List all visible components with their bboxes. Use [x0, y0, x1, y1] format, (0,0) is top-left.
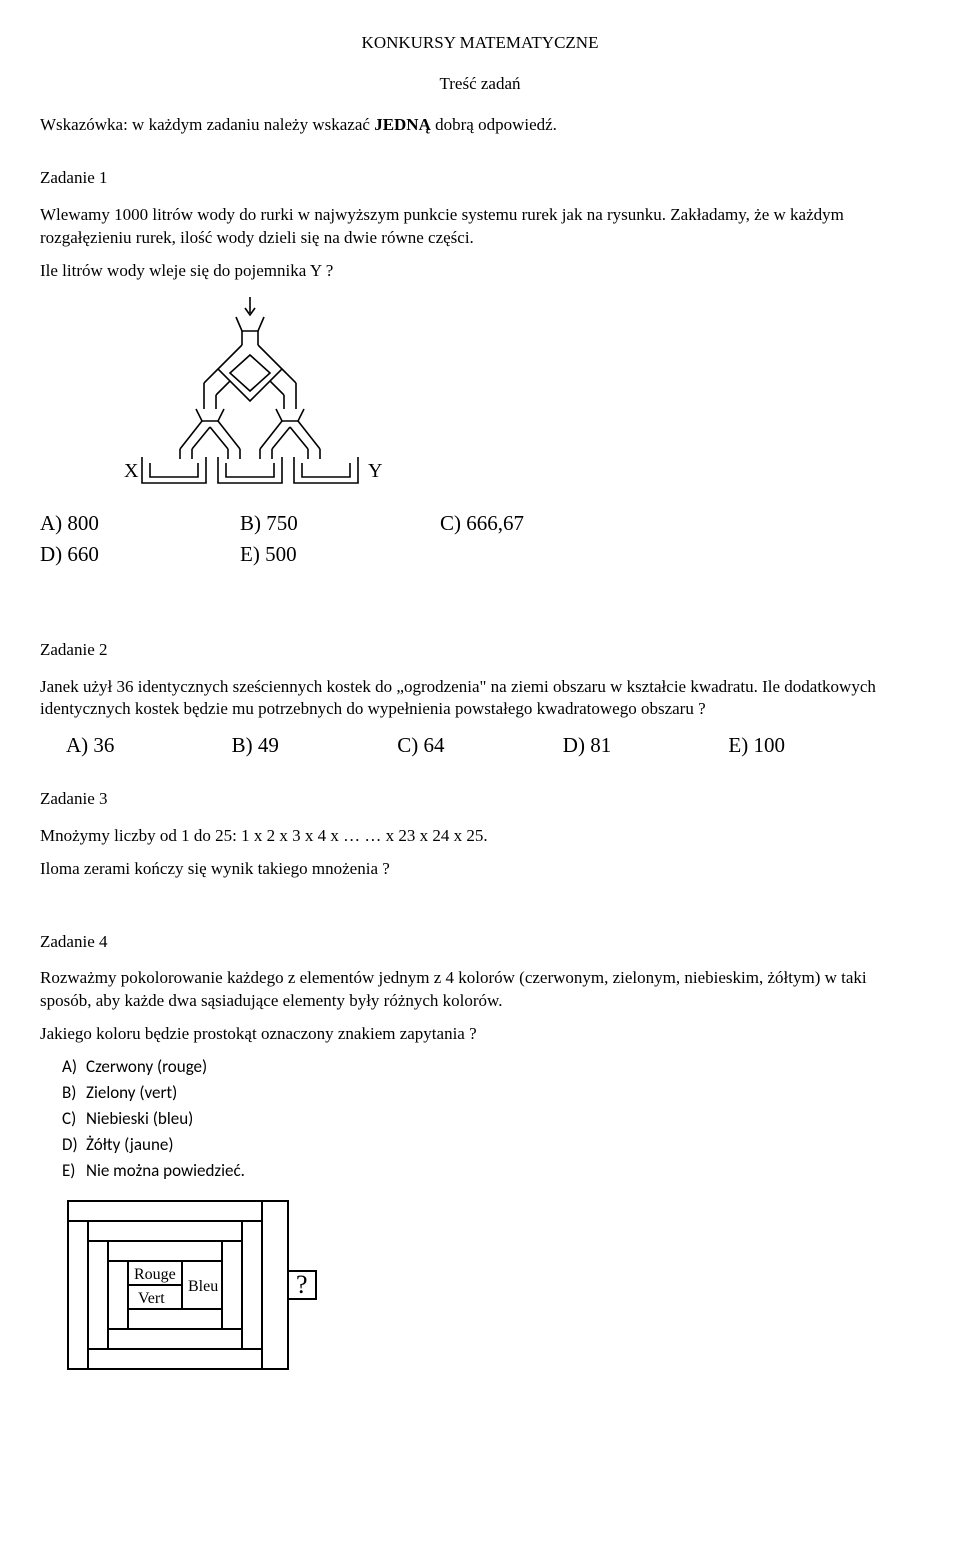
opt-d-letter: D) — [62, 1134, 86, 1157]
opt-d: Żółty (jaune) — [86, 1134, 174, 1155]
diagram-vert: Vert — [138, 1290, 165, 1307]
answer-e: E) 500 — [240, 539, 440, 571]
page-title: KONKURSY MATEMATYCZNE — [40, 32, 920, 55]
task-4: Zadanie 4 Rozważmy pokolorowanie każdego… — [40, 931, 920, 1375]
task-1-label: Zadanie 1 — [40, 167, 920, 190]
answer-c: C) 666,67 — [440, 508, 640, 540]
task-4-label: Zadanie 4 — [40, 931, 920, 954]
opt-a-letter: A) — [62, 1056, 86, 1079]
opt-e: Nie można powiedzieć. — [86, 1160, 245, 1181]
task-4-options: A)Czerwony (rouge) B)Zielony (vert) C)Ni… — [62, 1056, 920, 1183]
answer-c: C) 64 — [397, 731, 563, 759]
page-subtitle: Treść zadań — [40, 73, 920, 96]
task-1: Zadanie 1 Wlewamy 1000 litrów wody do ru… — [40, 167, 920, 571]
task-2: Zadanie 2 Janek użył 36 identycznych sze… — [40, 639, 920, 760]
diagram-x-label: X — [124, 460, 139, 482]
task-1-diagram: X Y — [100, 297, 920, 502]
task-3-p1: Mnożymy liczby od 1 do 25: 1 x 2 x 3 x 4… — [40, 825, 920, 848]
answer-b: B) 49 — [232, 731, 398, 759]
task-3-label: Zadanie 3 — [40, 788, 920, 811]
task-2-label: Zadanie 2 — [40, 639, 920, 662]
task-1-answers: A) 800 B) 750 C) 666,67 D) 660 E) 500 — [40, 508, 920, 571]
task-3: Zadanie 3 Mnożymy liczby od 1 do 25: 1 x… — [40, 788, 920, 881]
task-3-p2: Iloma zerami kończy się wynik takiego mn… — [40, 858, 920, 881]
diagram-rouge: Rouge — [134, 1266, 176, 1283]
hint-prefix: Wskazówka: w każdym zadaniu należy wskaz… — [40, 115, 374, 134]
hint: Wskazówka: w każdym zadaniu należy wskaz… — [40, 114, 920, 137]
hint-bold: JEDNĄ — [374, 115, 431, 134]
answer-a: A) 800 — [40, 508, 240, 540]
hint-suffix: dobrą odpowiedź. — [431, 115, 557, 134]
task-4-diagram: Rouge Vert Bleu ? — [62, 1195, 920, 1375]
answer-b: B) 750 — [240, 508, 440, 540]
task-1-p1: Wlewamy 1000 litrów wody do rurki w najw… — [40, 204, 920, 250]
diagram-qmark: ? — [296, 1270, 308, 1299]
opt-c-letter: C) — [62, 1108, 86, 1131]
opt-e-letter: E) — [62, 1160, 86, 1183]
opt-c: Niebieski (bleu) — [86, 1108, 193, 1129]
task-4-p2: Jakiego koloru będzie prostokąt oznaczon… — [40, 1023, 920, 1046]
opt-a: Czerwony (rouge) — [86, 1056, 207, 1077]
diagram-y-label: Y — [368, 460, 382, 482]
answer-a: A) 36 — [66, 731, 232, 759]
opt-b-letter: B) — [62, 1082, 86, 1105]
diagram-bleu: Bleu — [188, 1278, 218, 1295]
task-2-answers: A) 36 B) 49 C) 64 D) 81 E) 100 — [40, 731, 920, 759]
answer-e: E) 100 — [728, 731, 894, 759]
answer-d: D) 81 — [563, 731, 729, 759]
task-1-p2: Ile litrów wody wleje się do pojemnika Y… — [40, 260, 920, 283]
task-4-p1: Rozważmy pokolorowanie każdego z element… — [40, 967, 920, 1013]
answer-d: D) 660 — [40, 539, 240, 571]
opt-b: Zielony (vert) — [86, 1082, 177, 1103]
task-2-p1: Janek użył 36 identycznych sześciennych … — [40, 676, 920, 722]
